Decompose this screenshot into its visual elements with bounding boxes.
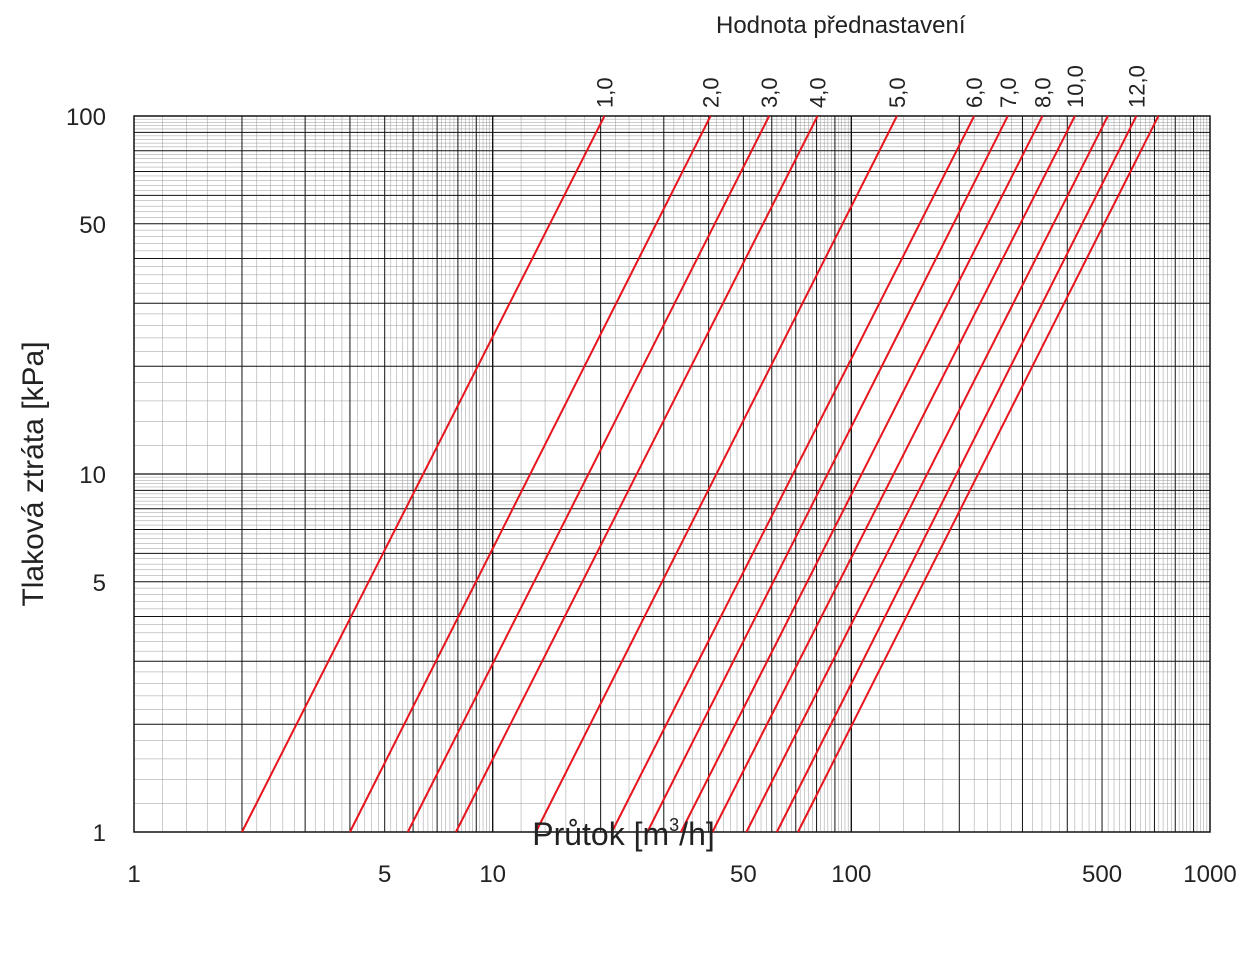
series-label: 1,0	[592, 77, 617, 108]
series-line	[241, 115, 606, 833]
series-label: 10,0	[1063, 65, 1088, 108]
series-line	[611, 115, 976, 833]
x-axis-label: Průtok [m3/h]	[0, 815, 1247, 853]
y-tick-labels: 1 5 10 50 100	[66, 104, 106, 847]
series-line	[797, 115, 1160, 833]
series-line	[406, 115, 771, 833]
series-label: 12,0	[1124, 65, 1149, 108]
y-axis-label: Tlaková ztráta [kPa]	[17, 341, 50, 607]
x-tick-label: 1	[127, 861, 140, 888]
series-label: 4,0	[806, 77, 831, 108]
x-axis-label-sup: 3	[669, 815, 680, 836]
series-line	[535, 115, 898, 833]
series-line	[349, 115, 712, 833]
y-tick-label: 50	[79, 212, 106, 239]
x-tick-label: 1000	[1183, 861, 1236, 888]
series-line	[455, 115, 819, 833]
y-tick-label: 100	[66, 104, 106, 131]
x-axis-label-main: Průtok [m	[532, 816, 670, 852]
series-line	[775, 115, 1138, 833]
x-tick-labels: 1 5 10 50 100 500 1000	[127, 861, 1236, 888]
y-tick-label: 1	[93, 820, 106, 847]
series-label: 7,0	[996, 77, 1021, 108]
x-tick-label: 10	[479, 861, 506, 888]
series-labels: 1,0 2,0 3,0 4,0 5,0 6,0 7,0 8,0 10,0 12,0	[592, 65, 1149, 108]
series-title: Hodnota přednastavení	[716, 12, 966, 39]
series-line	[646, 115, 1009, 833]
series-label: 2,0	[699, 77, 724, 108]
x-tick-label: 500	[1082, 861, 1122, 888]
series-label: 3,0	[757, 77, 782, 108]
x-tick-label: 50	[730, 861, 757, 888]
plot-frame	[133, 115, 1211, 833]
x-tick-label: 100	[831, 861, 871, 888]
series-label: 8,0	[1030, 77, 1055, 108]
series-line	[745, 115, 1109, 833]
x-tick-label: 5	[378, 861, 391, 888]
y-tick-label: 10	[79, 462, 106, 489]
y-tick-label: 5	[93, 570, 106, 597]
series-line	[711, 115, 1076, 833]
series-label: 5,0	[885, 77, 910, 108]
x-axis-label-unit: /h]	[679, 816, 715, 852]
series-label: 6,0	[962, 77, 987, 108]
series-lines	[241, 115, 1160, 833]
series-line	[680, 115, 1044, 833]
